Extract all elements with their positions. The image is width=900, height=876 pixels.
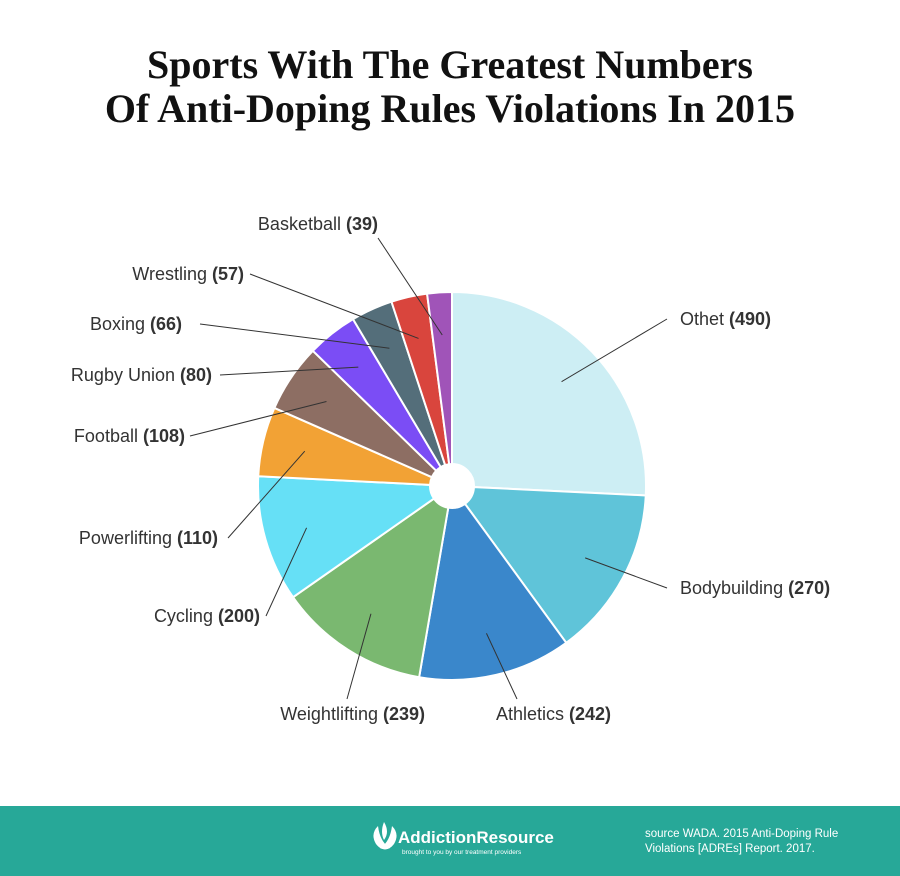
slice-label: Boxing (66) [90, 314, 182, 334]
label-name: Bodybuilding [680, 578, 783, 598]
label-name: Othet [680, 309, 724, 329]
brand: AddictionResource [398, 828, 554, 847]
label-name: Wrestling [132, 264, 207, 284]
slice-label: Othet (490) [680, 309, 771, 329]
slice-label: Football (108) [74, 426, 185, 446]
slice-label: Powerlifting (110) [79, 528, 218, 548]
chart-title: Sports With The Greatest Numbers [147, 42, 753, 87]
pie-slice [291, 497, 450, 679]
pie-slice [463, 486, 647, 645]
slice-label: Athletics (242) [496, 704, 611, 724]
label-name: Football [74, 426, 138, 446]
label-value: (490) [729, 309, 771, 329]
leader-line [377, 237, 443, 336]
leader-line [486, 633, 518, 700]
label-value: (242) [569, 704, 611, 724]
leader-line [227, 450, 306, 539]
slice-label: Cycling (200) [154, 606, 260, 626]
label-name: Basketball [258, 214, 341, 234]
label-name: Powerlifting [79, 528, 172, 548]
slice-label: Wrestling (57) [132, 264, 244, 284]
slice-label: Bodybuilding (270) [680, 578, 830, 598]
footer-band [0, 806, 900, 876]
leader-line [265, 527, 308, 617]
pie-slice [257, 475, 436, 599]
slice-label: Basketball (39) [258, 214, 378, 234]
label-name: Weightlifting [280, 704, 378, 724]
label-name: Boxing [90, 314, 145, 334]
label-value: (80) [180, 365, 212, 385]
leader-line [199, 323, 390, 349]
leader-line [219, 366, 359, 376]
pie-slice [451, 290, 647, 497]
label-name: Cycling [154, 606, 213, 626]
leader-line [584, 557, 668, 589]
label-name: Rugby Union [71, 365, 175, 385]
slice-label: Rugby Union (80) [71, 365, 212, 385]
tagline: brought to you by our treatment provider… [402, 849, 522, 856]
source: Violations [ADREs] Report. 2017. [645, 843, 815, 855]
label-value: (108) [143, 426, 185, 446]
label-value: (66) [150, 314, 182, 334]
label-name: Athletics [496, 704, 564, 724]
label-value: (200) [218, 606, 260, 626]
slice-label: Weightlifting (239) [280, 704, 425, 724]
chart-title: Of Anti-Doping Rules Violations In 2015 [105, 86, 795, 131]
logo-icon [373, 822, 397, 850]
source: source WADA. 2015 Anti-Doping Rule [645, 828, 838, 840]
label-value: (57) [212, 264, 244, 284]
label-value: (110) [177, 528, 218, 548]
pie-slice [417, 502, 568, 681]
leader-line [189, 401, 327, 437]
label-value: (39) [346, 214, 378, 234]
leader-line [561, 318, 668, 383]
leader-line [346, 613, 372, 700]
label-value: (270) [788, 578, 830, 598]
leader-line [249, 273, 419, 339]
label-value: (239) [383, 704, 425, 724]
pie-slice [425, 290, 453, 466]
